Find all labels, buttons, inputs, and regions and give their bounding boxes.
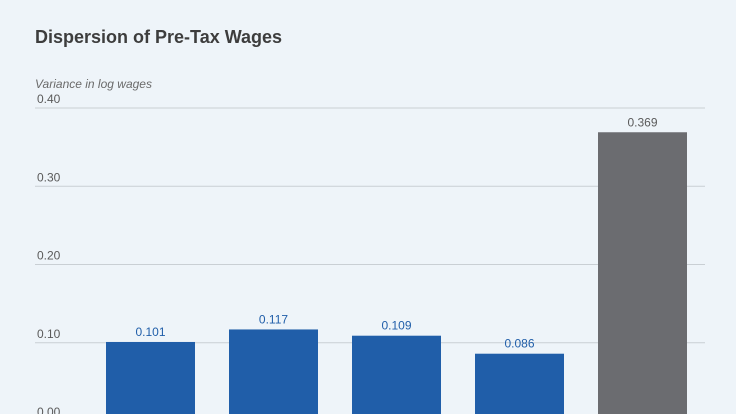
- y-axis-label: Variance in log wages: [35, 77, 152, 91]
- y-tick-label: 0.00: [37, 405, 61, 414]
- bar-value-label: 0.117: [259, 312, 288, 326]
- chart-title: Dispersion of Pre-Tax Wages: [35, 27, 283, 47]
- data-labels: 0.101 0.117 0.109 0.086 0.369: [135, 115, 657, 350]
- bar: [352, 335, 441, 414]
- bar: [475, 353, 564, 414]
- y-tick-label: 0.20: [37, 249, 61, 263]
- bars: [106, 132, 687, 414]
- bar-value-label: 0.109: [381, 319, 411, 333]
- bar-value-label: 0.369: [627, 115, 657, 129]
- y-tick-label: 0.40: [37, 92, 61, 106]
- bar: [106, 341, 195, 414]
- bar: [229, 329, 318, 414]
- y-tick-label: 0.10: [37, 327, 61, 341]
- bar-value-label: 0.101: [135, 325, 165, 339]
- y-tick-label: 0.30: [37, 170, 61, 184]
- bar-value-label: 0.086: [504, 337, 534, 351]
- gridlines: 0.00 0.10 0.20 0.30 0.40: [35, 92, 705, 414]
- bar: [598, 132, 687, 414]
